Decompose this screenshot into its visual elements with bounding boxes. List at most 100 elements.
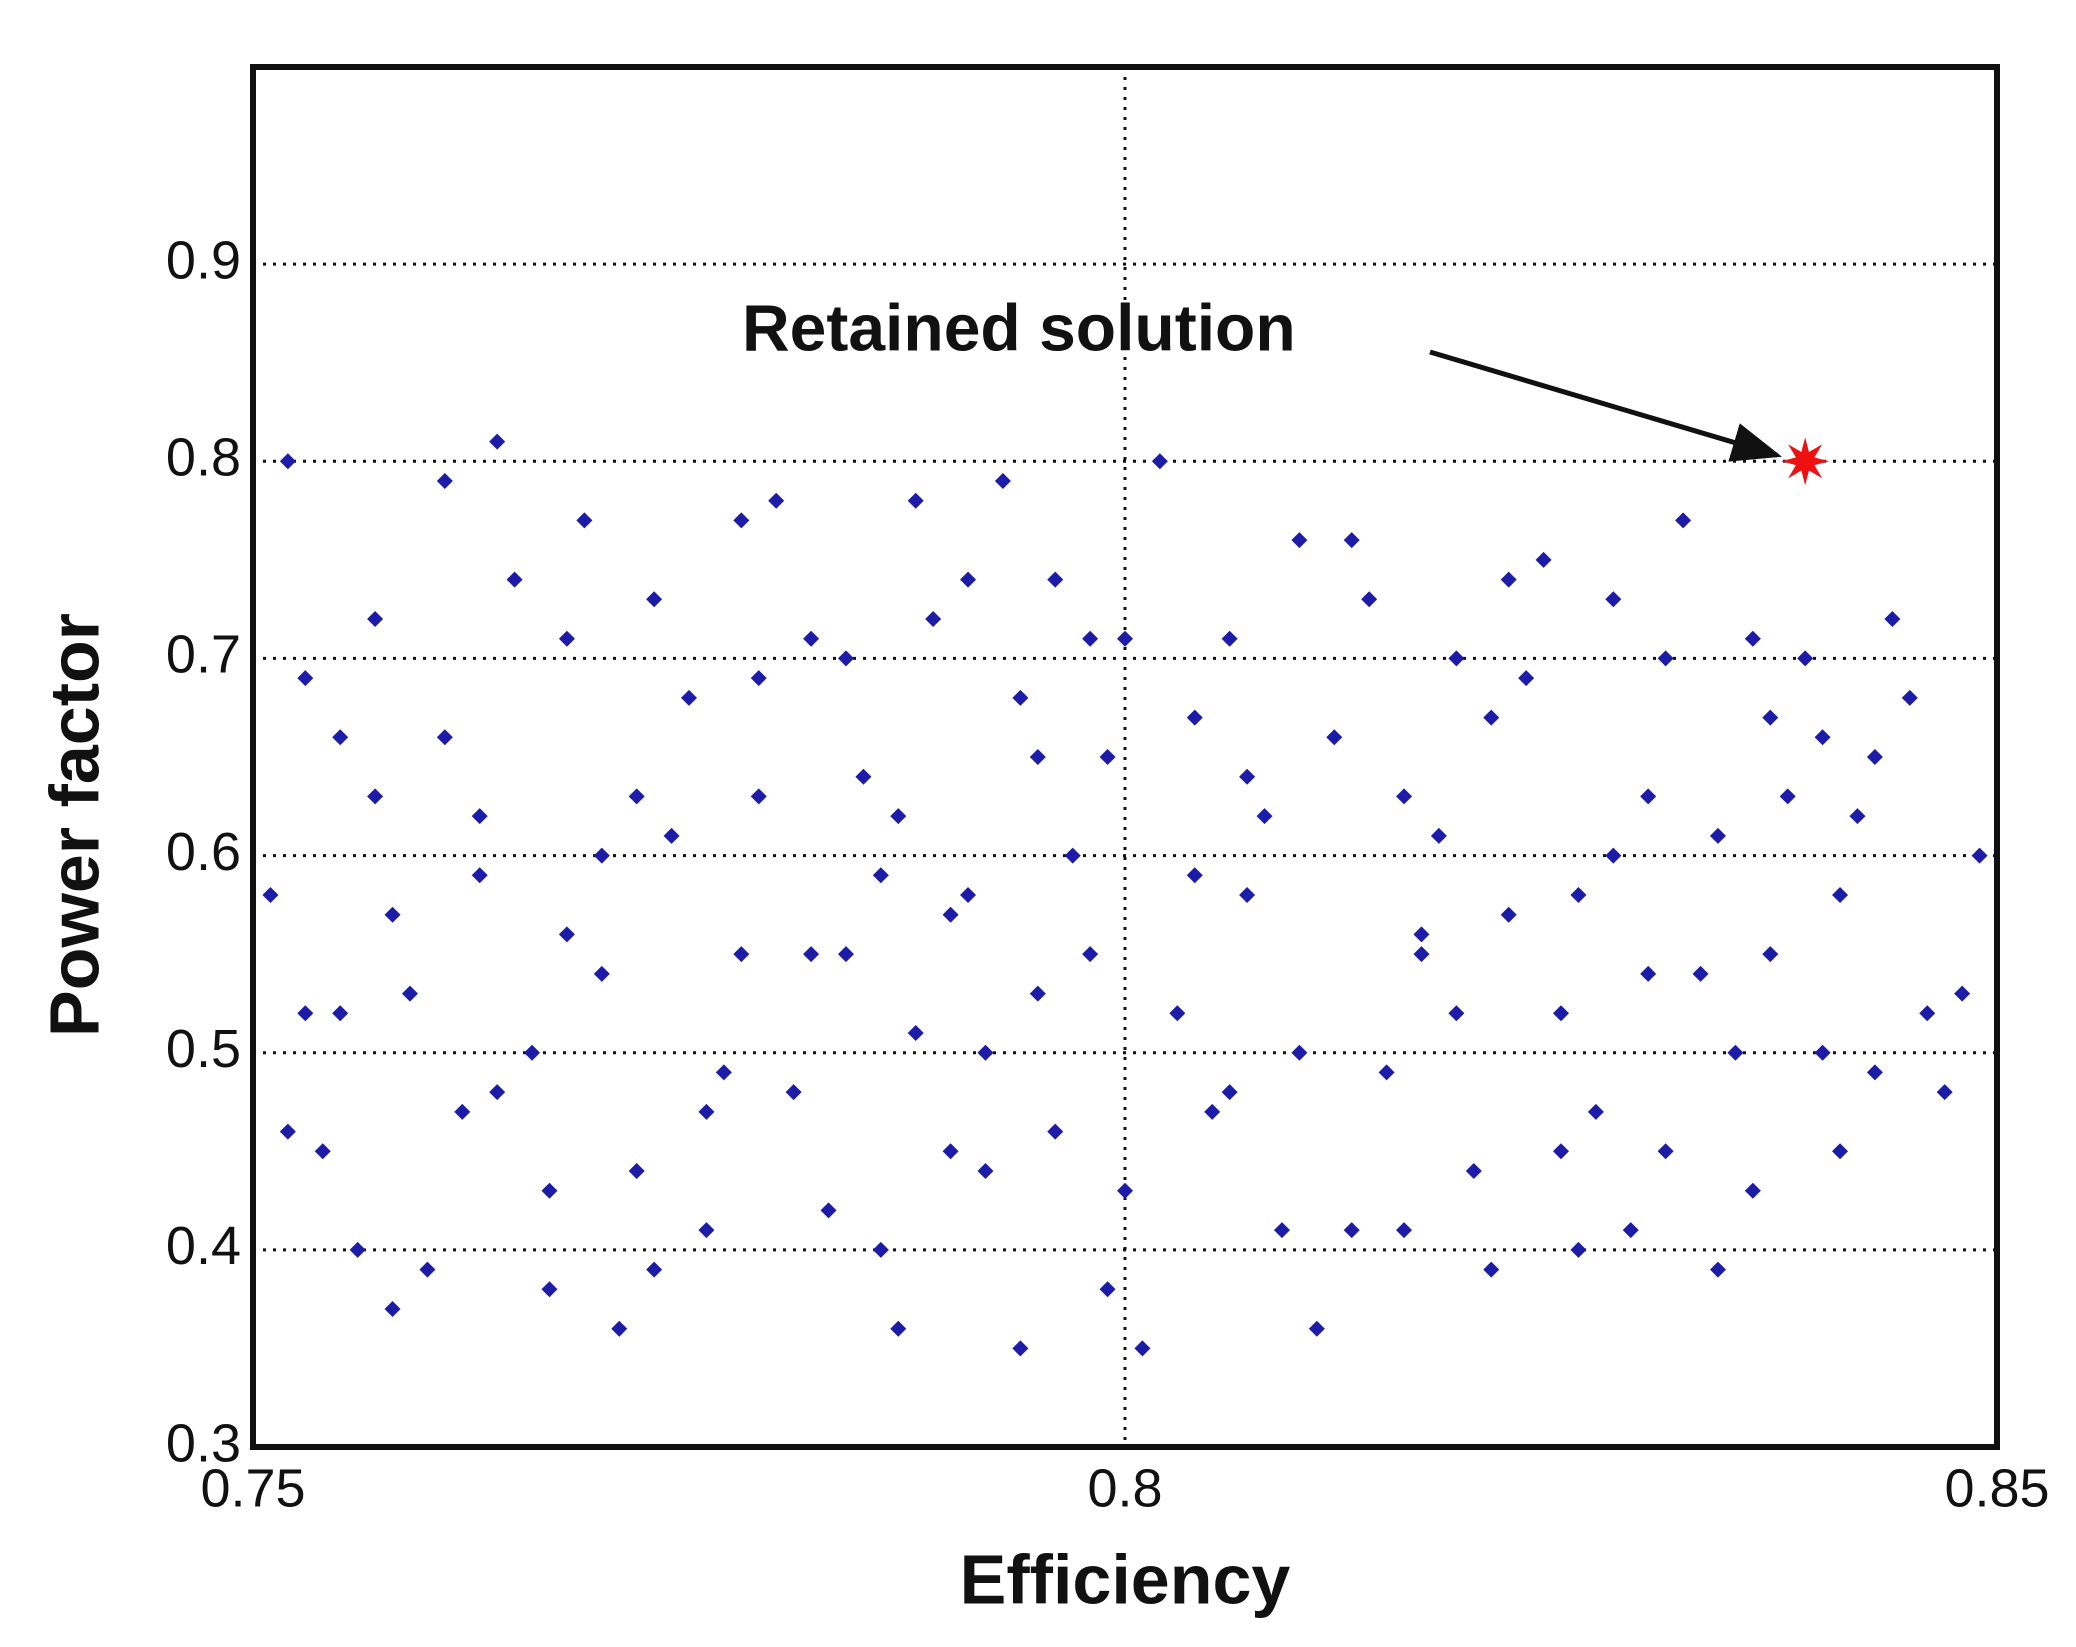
- point: [349, 1241, 366, 1258]
- point: [907, 492, 924, 509]
- point: [925, 611, 942, 627]
- point: [698, 1103, 715, 1120]
- point: [1308, 1320, 1325, 1337]
- point: [1413, 946, 1430, 963]
- point: [1657, 1143, 1674, 1160]
- point: [1099, 1281, 1116, 1298]
- point: [715, 1064, 732, 1081]
- point: [1605, 591, 1622, 608]
- point: [1553, 1005, 1569, 1022]
- point: [367, 788, 384, 805]
- point: [855, 768, 872, 785]
- point: [907, 1025, 924, 1041]
- point: [454, 1103, 471, 1120]
- point: [698, 1222, 715, 1239]
- point: [1919, 1005, 1936, 1022]
- point: [1483, 709, 1500, 726]
- point: [1047, 1123, 1064, 1140]
- point: [1483, 1261, 1500, 1278]
- point: [733, 512, 750, 529]
- point: [768, 492, 785, 509]
- y-tick-label: 0.9: [166, 230, 241, 290]
- point: [1779, 788, 1796, 805]
- point: [1291, 1044, 1308, 1061]
- point: [1553, 1143, 1569, 1160]
- point: [436, 729, 453, 746]
- point: [1151, 453, 1168, 470]
- point: [1204, 1103, 1221, 1120]
- point: [820, 1202, 837, 1219]
- point: [1343, 532, 1360, 549]
- point: [297, 1005, 314, 1022]
- point: [1814, 1044, 1831, 1061]
- point: [1832, 1143, 1849, 1160]
- point: [1134, 1340, 1151, 1357]
- annotation: Retained solution: [742, 290, 1296, 364]
- point: [1430, 827, 1447, 844]
- point: [750, 788, 767, 805]
- point: [593, 847, 610, 864]
- point: [1117, 1182, 1133, 1199]
- point: [384, 906, 401, 923]
- retained-point: [1781, 437, 1830, 486]
- point: [960, 571, 977, 588]
- point: [994, 473, 1011, 489]
- point: [524, 1044, 541, 1061]
- point: [384, 1301, 401, 1317]
- point: [1273, 1222, 1290, 1239]
- point: [1954, 985, 1971, 1002]
- point: [1326, 729, 1343, 746]
- y-tick-label: 0.3: [166, 1413, 241, 1473]
- point: [419, 1261, 436, 1278]
- point: [1640, 788, 1657, 805]
- point: [1814, 729, 1831, 746]
- point: [1396, 788, 1413, 805]
- point: [803, 630, 820, 647]
- annotation-arrow: [1429, 349, 1782, 462]
- point: [279, 453, 296, 470]
- y-tick-label: 0.6: [166, 822, 241, 882]
- point: [314, 1143, 331, 1160]
- point: [1500, 571, 1517, 588]
- point: [332, 729, 349, 746]
- point: [471, 808, 488, 825]
- point: [1570, 887, 1587, 903]
- point: [1082, 946, 1099, 963]
- y-tick-label: 0.7: [166, 625, 241, 685]
- point: [1901, 689, 1918, 706]
- point: [1465, 1163, 1482, 1179]
- point: [1866, 749, 1883, 765]
- point: [1500, 906, 1517, 923]
- y-tick-label: 0.8: [166, 428, 241, 488]
- point: [1605, 847, 1622, 864]
- point: [1622, 1222, 1639, 1239]
- point: [279, 1123, 296, 1140]
- point: [1361, 591, 1378, 608]
- point: [489, 433, 506, 450]
- point: [1797, 650, 1814, 667]
- x-tick-label: 0.85: [1944, 1458, 2049, 1518]
- point: [1448, 1005, 1465, 1022]
- point: [1099, 749, 1116, 765]
- point: [1117, 630, 1133, 647]
- point: [558, 926, 575, 943]
- y-axis-label: Power factor: [35, 613, 113, 1037]
- point: [977, 1044, 994, 1061]
- point: [1884, 611, 1901, 627]
- point: [1239, 768, 1256, 785]
- point: [1221, 630, 1238, 647]
- point: [262, 887, 279, 903]
- point: [1029, 985, 1046, 1002]
- point: [541, 1182, 558, 1199]
- point: [1762, 709, 1779, 726]
- point: [489, 1084, 506, 1101]
- point: [1675, 512, 1692, 529]
- point: [1849, 808, 1866, 825]
- point: [1832, 887, 1849, 903]
- point: [872, 867, 889, 884]
- point: [1692, 965, 1709, 982]
- point: [890, 808, 907, 825]
- point: [471, 867, 488, 884]
- point: [1570, 1241, 1587, 1258]
